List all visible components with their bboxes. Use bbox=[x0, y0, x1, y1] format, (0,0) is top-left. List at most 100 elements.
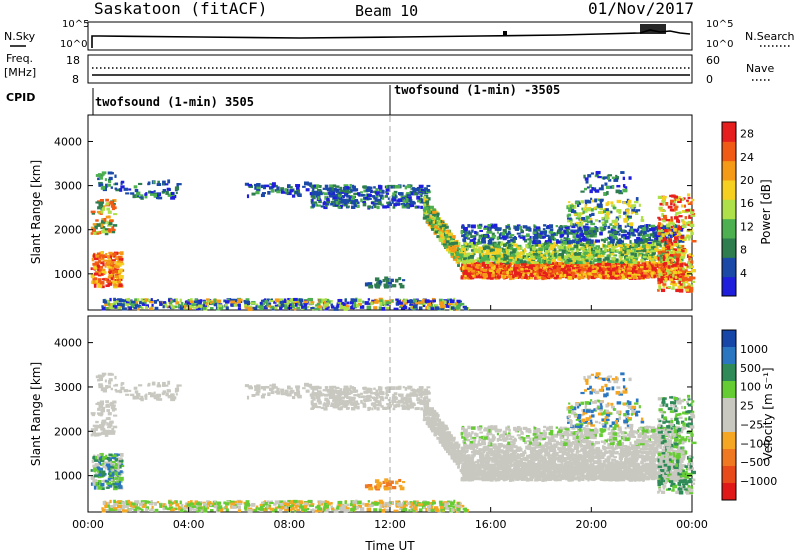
power-scatter-cell bbox=[259, 302, 264, 306]
power-scatter-cell bbox=[610, 204, 615, 207]
power-scatter-cell bbox=[434, 225, 438, 229]
power-scatter-cell bbox=[659, 255, 663, 258]
power-scatter-cell bbox=[574, 238, 579, 241]
power-scatter-cell bbox=[92, 262, 97, 266]
power-scatter-cell bbox=[557, 276, 562, 280]
power-scatter-cell bbox=[348, 196, 352, 199]
power-scatter-cell bbox=[370, 201, 375, 205]
power-scatter-cell bbox=[537, 254, 541, 257]
power-scatter-cell bbox=[590, 270, 594, 274]
power-scatter-cell bbox=[406, 299, 410, 304]
power-scatter-cell bbox=[399, 199, 402, 202]
power-scatter-cell bbox=[261, 299, 265, 302]
power-scatter-cell bbox=[669, 254, 674, 257]
power-scatter-cell bbox=[465, 231, 469, 234]
power-scatter-cell bbox=[645, 249, 649, 252]
power-scatter-cell bbox=[110, 266, 115, 270]
power-scatter-cell bbox=[435, 217, 441, 221]
power-scatter-cell bbox=[110, 186, 113, 189]
power-scatter-cell bbox=[148, 300, 154, 304]
power-scatter-cell bbox=[99, 212, 103, 215]
power-scatter-cell bbox=[353, 192, 358, 196]
power-scatter-cell bbox=[104, 232, 109, 236]
power-scatter-cell bbox=[608, 210, 613, 214]
power-scatter-cell bbox=[118, 270, 121, 274]
power-scatter-cell bbox=[373, 306, 378, 310]
power-scatter-cell bbox=[581, 237, 586, 242]
power-scatter-cell bbox=[482, 268, 487, 272]
power-scatter-cell bbox=[93, 265, 97, 269]
power-scatter-cell bbox=[583, 208, 588, 213]
power-scatter-cell bbox=[639, 254, 642, 257]
power-scatter-cell bbox=[652, 231, 658, 235]
power-scatter-cell bbox=[124, 303, 129, 307]
power-scatter-cell bbox=[105, 202, 109, 206]
power-scatter-cell bbox=[611, 267, 615, 272]
power-scatter-cell bbox=[665, 241, 668, 244]
power-scatter-cell bbox=[102, 254, 105, 259]
power-scatter-cell bbox=[100, 229, 105, 234]
power-scatter-cell bbox=[534, 255, 538, 260]
power-scatter-cell bbox=[579, 239, 583, 243]
power-scatter-cell bbox=[381, 190, 385, 194]
power-scatter-cell bbox=[599, 199, 603, 202]
power-scatter-cell bbox=[104, 228, 110, 231]
power-scatter-cell bbox=[532, 231, 537, 234]
power-scatter-cell bbox=[256, 188, 261, 192]
power-scatter-cell bbox=[104, 303, 108, 307]
power-scatter-cell bbox=[646, 254, 651, 258]
power-scatter-cell bbox=[137, 307, 140, 311]
power-scatter-cell bbox=[666, 274, 669, 278]
power-scatter-cell bbox=[98, 183, 104, 187]
power-scatter-cell bbox=[572, 235, 577, 239]
power-scatter-cell bbox=[573, 269, 577, 273]
power-scatter-cell bbox=[587, 233, 592, 238]
power-scatter-cell bbox=[150, 191, 154, 196]
power-scatter-cell bbox=[598, 220, 601, 223]
power-scatter-cell bbox=[611, 256, 614, 261]
power-scatter-cell bbox=[350, 198, 353, 202]
power-scatter-cell bbox=[480, 234, 485, 238]
power-scatter-cell bbox=[413, 191, 419, 196]
power-scatter-cell bbox=[391, 198, 397, 202]
power-scatter-cell bbox=[559, 267, 565, 272]
power-scatter-cell bbox=[269, 305, 275, 309]
power-scatter-cell bbox=[589, 220, 593, 224]
power-scatter-cell bbox=[617, 241, 622, 245]
power-scatter-cell bbox=[337, 298, 343, 303]
power-scatter-cell bbox=[118, 257, 124, 261]
power-scatter-cell bbox=[99, 201, 105, 204]
power-scatter-cell bbox=[357, 302, 362, 306]
power-scatter-cell bbox=[255, 190, 260, 195]
power-scatter-cell bbox=[367, 298, 370, 301]
power-scatter-cell bbox=[484, 272, 489, 277]
power-scatter-cell bbox=[572, 232, 577, 235]
power-scatter-cell bbox=[129, 301, 132, 306]
power-scatter-cell bbox=[100, 185, 106, 190]
power-scatter-cell bbox=[618, 269, 621, 273]
power-scatter-cell bbox=[667, 226, 672, 231]
power-scatter-cell bbox=[326, 306, 330, 309]
power-scatter-cell bbox=[640, 219, 645, 222]
power-scatter-cell bbox=[529, 269, 533, 273]
power-scatter-cell bbox=[96, 210, 102, 214]
power-scatter-cell bbox=[563, 230, 567, 233]
power-scatter-cell bbox=[678, 211, 682, 214]
power-scatter-cell bbox=[420, 194, 423, 197]
power-scatter-cell bbox=[502, 243, 507, 247]
power-scatter-cell bbox=[383, 301, 386, 305]
power-scatter-cell bbox=[392, 284, 397, 288]
power-scatter-cell bbox=[166, 305, 171, 309]
power-scatter-cell bbox=[641, 226, 647, 231]
power-scatter-cell bbox=[322, 187, 325, 190]
power-scatter-cell bbox=[285, 190, 289, 195]
power-scatter-cell bbox=[650, 227, 656, 232]
power-scatter-cell bbox=[102, 299, 106, 304]
power-scatter-cell bbox=[290, 298, 295, 302]
power-scatter-cell bbox=[627, 271, 632, 276]
power-scatter-cell bbox=[573, 244, 579, 249]
power-scatter-cell bbox=[499, 264, 504, 268]
power-scatter-cell bbox=[575, 266, 580, 269]
power-scatter-cell bbox=[322, 191, 325, 195]
power-scatter-cell bbox=[323, 300, 327, 304]
